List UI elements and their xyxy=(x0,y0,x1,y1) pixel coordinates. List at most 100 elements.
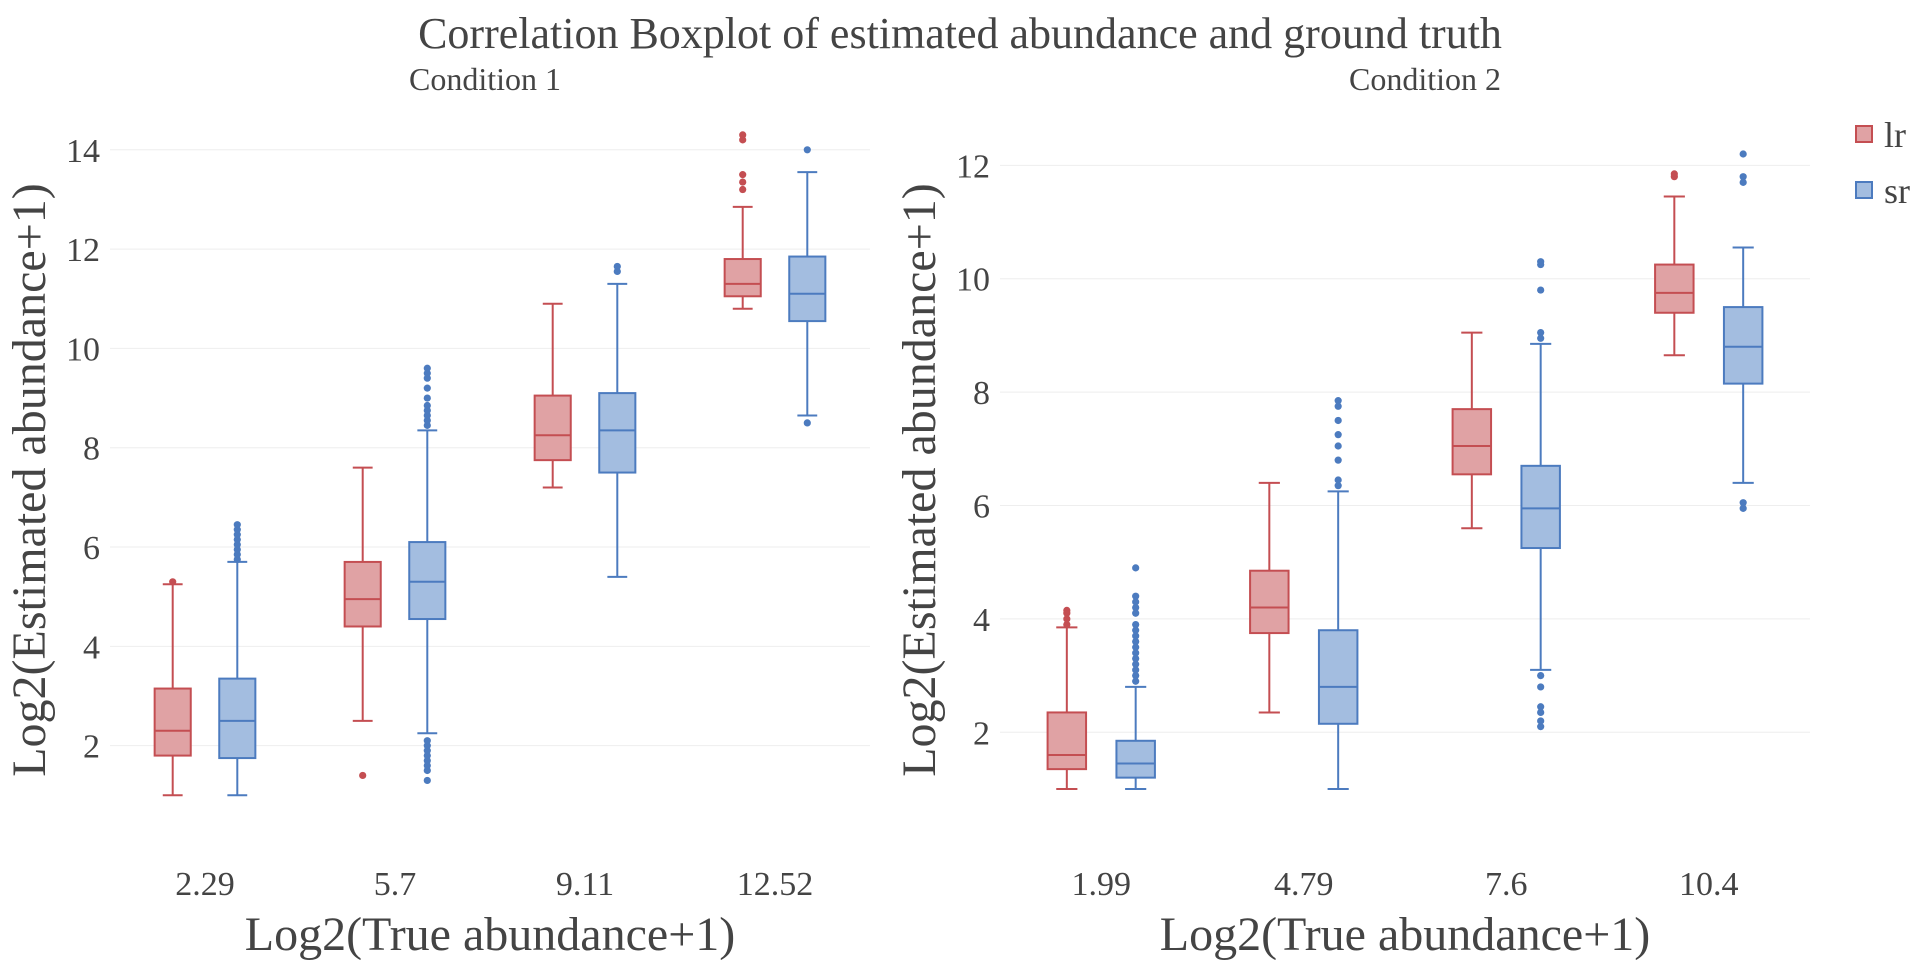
outlier-point xyxy=(1063,615,1071,623)
box-iqr xyxy=(218,677,257,760)
outlier-point xyxy=(423,751,431,760)
outlier-point xyxy=(803,146,811,154)
outlier-point xyxy=(1334,476,1342,484)
box-iqr xyxy=(153,687,192,757)
outlier-point xyxy=(1132,660,1140,668)
box-lr-9.11 xyxy=(533,302,572,489)
outlier-point xyxy=(1537,671,1545,680)
legend: lr sr xyxy=(1855,115,1910,211)
box-sr-10.4 xyxy=(1722,150,1764,512)
outlier-point xyxy=(1334,431,1342,439)
outlier-point xyxy=(233,545,241,554)
outlier-point xyxy=(1537,328,1545,337)
outlier-point xyxy=(1334,402,1342,410)
box-iqr xyxy=(533,394,572,462)
outlier-point xyxy=(1334,416,1342,425)
outlier-point xyxy=(1132,598,1140,606)
outlier-point xyxy=(233,521,241,529)
outlier-point xyxy=(359,771,367,780)
outlier-point xyxy=(1739,173,1747,181)
box-iqr xyxy=(1654,263,1695,314)
y-tick-label: 12 xyxy=(956,148,990,185)
outlier-point xyxy=(1132,643,1140,651)
outlier-point xyxy=(1132,649,1140,657)
legend-item-lr: lr xyxy=(1855,115,1906,155)
outlier-point xyxy=(739,178,747,186)
box-iqr xyxy=(1115,739,1156,779)
box-iqr xyxy=(1249,569,1290,635)
box-iqr xyxy=(1722,306,1764,385)
box-iqr xyxy=(598,392,637,474)
box-iqr xyxy=(408,541,447,621)
outlier-point xyxy=(1063,606,1071,614)
y-axis-title: Log2(Estimated abundance+1) xyxy=(893,183,946,777)
outlier-point xyxy=(1537,286,1545,294)
outlier-point xyxy=(739,136,747,144)
box-lr-5.7 xyxy=(343,466,382,780)
outlier-point xyxy=(1670,170,1678,178)
box-iqr xyxy=(788,255,827,323)
legend-swatch xyxy=(1855,125,1873,143)
chart-title: Correlation Boxplot of estimated abundan… xyxy=(418,9,1502,58)
y-tick-label: 4 xyxy=(83,629,100,666)
y-tick-label: 8 xyxy=(973,375,990,412)
outlier-point xyxy=(803,419,811,427)
outlier-point xyxy=(1132,592,1140,600)
panel-2: Condition 2 2 4 6 8 10 12 1.99 4.79 7.6 10.4 Log2(T… xyxy=(893,61,1810,960)
outlier-point xyxy=(1537,258,1545,266)
x-tick-label: 10.4 xyxy=(1679,866,1739,903)
outlier-point xyxy=(613,267,621,276)
outlier-point xyxy=(1132,654,1140,663)
outlier-point xyxy=(1132,626,1140,634)
series-lr xyxy=(1046,170,1695,790)
outlier-point xyxy=(423,416,431,425)
box-sr-5.7 xyxy=(408,364,447,785)
y-tick-label: 10 xyxy=(66,331,100,368)
box-iqr xyxy=(1520,464,1561,550)
outlier-point xyxy=(1132,609,1140,617)
outlier-point xyxy=(1334,456,1342,464)
panel-subtitle: Condition 2 xyxy=(1349,61,1501,97)
outlier-point xyxy=(1132,564,1140,572)
outlier-point xyxy=(233,535,241,544)
outlier-point xyxy=(423,384,431,392)
box-lr-10.4 xyxy=(1654,170,1695,357)
outlier-point xyxy=(613,262,621,271)
box-sr-1.99 xyxy=(1115,564,1156,790)
outlier-point xyxy=(423,406,431,415)
outlier-point xyxy=(1132,603,1140,612)
outlier-point xyxy=(423,369,431,377)
outlier-point xyxy=(1334,442,1342,450)
outlier-point xyxy=(423,766,431,775)
x-tick-label: 9.11 xyxy=(556,866,614,903)
outlier-point xyxy=(423,394,431,402)
outlier-point xyxy=(1537,717,1545,725)
legend-label: lr xyxy=(1884,115,1906,155)
outlier-point xyxy=(423,761,431,770)
y-tick-label: 12 xyxy=(66,232,100,269)
outlier-point xyxy=(423,776,431,785)
outlier-point xyxy=(423,747,431,755)
x-axis-title: Log2(True abundance+1) xyxy=(1160,908,1651,960)
outlier-point xyxy=(423,737,431,745)
outlier-point xyxy=(423,756,431,765)
x-tick-label: 7.6 xyxy=(1485,866,1528,903)
x-tick-label: 2.29 xyxy=(175,866,235,903)
y-tick-label: 2 xyxy=(83,729,100,766)
legend-item-sr: sr xyxy=(1855,171,1910,211)
box-iqr xyxy=(343,560,382,628)
outlier-point xyxy=(1739,504,1747,512)
y-tick-label: 10 xyxy=(956,262,990,299)
box-lr-12.52 xyxy=(723,131,762,310)
y-tick-label: 4 xyxy=(973,602,990,639)
outlier-point xyxy=(1132,671,1140,680)
box-lr-7.6 xyxy=(1451,331,1493,530)
outlier-point xyxy=(423,411,431,420)
outlier-point xyxy=(1739,178,1747,186)
outlier-point xyxy=(1537,683,1545,691)
outlier-point xyxy=(1132,620,1140,629)
legend-swatch xyxy=(1855,181,1873,199)
box-lr-1.99 xyxy=(1046,606,1088,790)
